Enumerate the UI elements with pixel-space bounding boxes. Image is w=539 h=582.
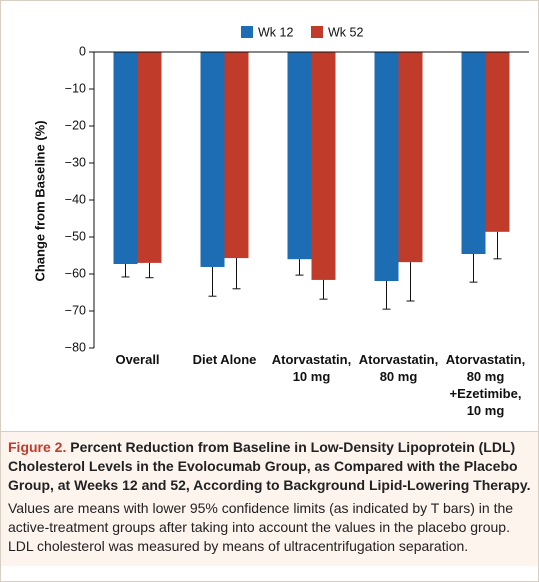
bar: [137, 52, 162, 263]
legend-label: Wk 52: [328, 25, 363, 39]
x-tick-label-line: Atorvastatin,: [359, 352, 438, 367]
x-tick-label-line: 80 mg: [467, 369, 505, 384]
x-tick-label: Diet Alone: [193, 352, 257, 367]
error-bar: [493, 231, 502, 260]
bar: [113, 52, 138, 265]
bar: [200, 52, 225, 267]
x-tick-label: Overall: [115, 352, 159, 367]
caption-text: Values are means with lower 95% confiden…: [8, 500, 514, 554]
legend-swatch: [311, 26, 323, 38]
caption-label: Figure 2.: [8, 439, 67, 455]
error-bar: [469, 254, 478, 283]
y-tick-label: 0: [79, 44, 86, 58]
error-bar: [295, 259, 304, 276]
x-tick-label-line: Diet Alone: [193, 352, 257, 367]
y-tick-label: −50: [65, 229, 86, 243]
x-tick-label-line: Atorvastatin,: [446, 352, 525, 367]
chart: Change from Baseline (%) 0 −10 −20 −30 −40 −5…: [32, 25, 529, 418]
error-bar: [145, 262, 154, 279]
y-tick-label: −30: [65, 155, 86, 169]
bar: [461, 52, 486, 255]
x-tick-label-line: 10 mg: [467, 403, 505, 418]
caption-title: Percent Reduction from Baseline in Low-D…: [8, 439, 531, 493]
error-bar: [382, 281, 391, 310]
y-axis-label: Change from Baseline (%): [32, 120, 47, 281]
bar: [287, 52, 312, 260]
x-tick-label-line: Atorvastatin,: [272, 352, 351, 367]
legend-swatch: [241, 26, 253, 38]
y-tick-label: −70: [65, 303, 86, 317]
error-bar: [121, 264, 130, 278]
y-tick-label: −80: [65, 340, 86, 354]
x-tick-label: Atorvastatin, 80 mg: [359, 352, 438, 384]
error-bar: [208, 266, 217, 297]
error-bar: [406, 262, 415, 302]
bar: [311, 52, 336, 280]
bar: [224, 52, 249, 259]
y-tick-label: −60: [65, 266, 86, 280]
error-bar: [232, 258, 241, 290]
legend-label: Wk 12: [258, 25, 293, 39]
bar: [485, 52, 510, 232]
x-tick-label-line: 80 mg: [380, 369, 418, 384]
caption: Figure 2. Percent Reduction from Baselin…: [1, 431, 538, 566]
x-tick-label: Atorvastatin, 80 mg +Ezetimibe, 10 mg: [446, 352, 525, 418]
caption-heading: Figure 2. Percent Reduction from Baselin…: [8, 438, 531, 495]
error-bar: [319, 279, 328, 300]
x-tick-label-line: 10 mg: [293, 369, 331, 384]
bar: [398, 52, 423, 263]
y-tick-label: −20: [65, 118, 86, 132]
y-tick-label: −10: [65, 81, 86, 95]
x-tick-label-line: +Ezetimibe,: [450, 386, 522, 401]
x-tick-label: Atorvastatin, 10 mg: [272, 352, 351, 384]
y-tick-label: −40: [65, 192, 86, 206]
x-tick-label-line: Overall: [115, 352, 159, 367]
bar: [374, 52, 399, 282]
